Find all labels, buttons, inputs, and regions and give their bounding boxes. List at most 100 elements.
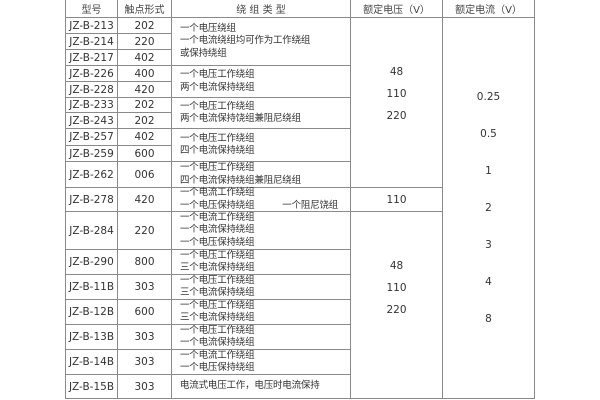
contact-cell: 420: [118, 188, 172, 212]
model-cell: JZ-B-11B: [65, 275, 118, 300]
model-number: JZ-B-226: [69, 67, 114, 80]
contact-form: 220: [134, 224, 155, 237]
model-cell: JZ-B-233: [65, 98, 118, 113]
contact-cell: 202: [118, 18, 172, 34]
contact-form: 303: [134, 356, 155, 368]
model-cell: JZ-B-12B: [65, 300, 118, 325]
model-cell: JZ-B-262: [65, 162, 118, 188]
model-number: JZ-B-11B: [68, 281, 115, 293]
model-cell: JZ-B-278: [65, 188, 118, 212]
winding-cell: 一个电压工作绕组 两个电流保持绕组: [172, 66, 351, 98]
contact-cell: 220: [118, 212, 172, 250]
contact-cell: 402: [118, 129, 172, 146]
model-number: JZ-B-12B: [68, 306, 115, 318]
header-cell: 型号: [65, 0, 118, 18]
winding-cell: 一个电压绕组 一个电流绕组均可作为工作绕组 或保持绕组: [172, 18, 351, 66]
voltage-cell: 48 110 220: [351, 18, 443, 188]
model-cell: JZ-B-15B: [65, 375, 118, 399]
model-number: JZ-B-262: [69, 168, 114, 181]
winding-line: 一个电流绕组均可作为工作绕组: [180, 35, 311, 47]
current-value: 0.5: [480, 128, 497, 140]
contact-cell: 006: [118, 162, 172, 188]
header-cell: 触点形式: [118, 0, 172, 18]
winding-line: 一个电压绕组: [180, 23, 236, 35]
contact-cell: 600: [118, 300, 172, 325]
current-value: 0.25: [476, 91, 501, 103]
contact-form: 402: [134, 131, 155, 143]
contact-cell: 220: [118, 34, 172, 50]
model-number: JZ-B-243: [69, 114, 114, 127]
voltage-value: 220: [386, 304, 407, 316]
header-label: 型号: [81, 5, 102, 16]
voltage-value: 110: [386, 88, 407, 100]
model-cell: JZ-B-213: [65, 18, 118, 34]
model-number: JZ-B-217: [69, 51, 114, 64]
winding-line: 两个电流保持饶组兼阻尼绕组: [180, 113, 301, 124]
contact-cell: 202: [118, 113, 172, 129]
winding-line: 一个电压工作绕组: [180, 132, 255, 144]
model-cell: JZ-B-228: [65, 82, 118, 98]
contact-form: 420: [134, 193, 155, 206]
winding-line: 一个电压工作绕组: [180, 69, 255, 81]
model-number: JZ-B-259: [69, 147, 114, 160]
model-number: JZ-B-214: [69, 35, 114, 48]
header-cell: 绕 组 类 型: [172, 0, 351, 18]
contact-form: 006: [134, 168, 155, 181]
current-value: 4: [485, 276, 492, 288]
winding-line: 一个电流工作绕组: [180, 349, 255, 361]
voltage-value: 48: [389, 260, 404, 272]
contact-form: 800: [134, 256, 155, 268]
model-cell: JZ-B-14B: [65, 350, 118, 375]
model-number: JZ-B-284: [69, 224, 114, 237]
winding-cell: 一个电压工作绕组 三个电流保持绕组: [172, 300, 351, 325]
winding-line: 一个电流工作绕组: [180, 187, 255, 199]
winding-line: 电流式电压工作，电压时电流保持: [180, 380, 320, 392]
contact-cell: 303: [118, 275, 172, 300]
model-number: JZ-B-290: [69, 256, 114, 268]
model-cell: JZ-B-259: [65, 146, 118, 162]
voltage-value: 110: [386, 282, 407, 294]
winding-line: 三个电流保持绕组: [180, 312, 255, 323]
header-cell: 额定电流（V）: [443, 0, 535, 18]
model-cell: JZ-B-243: [65, 113, 118, 129]
header-label: 触点形式: [124, 5, 165, 16]
contact-cell: 303: [118, 375, 172, 399]
winding-line: 一个电流工作绕组: [180, 212, 255, 224]
winding-cell: 一个电流工作绕组 一个电流保持绕组 一个电压保持绕组: [172, 212, 351, 250]
contact-form: 600: [134, 147, 155, 160]
header-cell: 额定电压（V）: [351, 0, 443, 18]
current-value: 1: [485, 165, 492, 177]
voltage-cell: 48 110 220: [351, 212, 443, 399]
header-label: 额定电流（V）: [455, 5, 522, 16]
winding-line: 三个电流保持绕组: [180, 287, 255, 298]
current-value: 2: [485, 202, 492, 214]
winding-line: 四个电流保持绕组兼阻尼绕组: [180, 174, 301, 186]
current-value: 8: [485, 313, 492, 325]
winding-line: 一个电流保持绕组: [180, 224, 255, 236]
model-number: JZ-B-257: [69, 131, 114, 143]
model-cell: JZ-B-284: [65, 212, 118, 250]
header-label: 绕 组 类 型: [236, 5, 286, 16]
model-number: JZ-B-233: [69, 99, 114, 111]
model-cell: JZ-B-226: [65, 66, 118, 82]
winding-line: 一个电压工作绕组: [180, 100, 255, 112]
model-cell: JZ-B-257: [65, 129, 118, 146]
contact-cell: 400: [118, 66, 172, 82]
contact-cell: 402: [118, 50, 172, 66]
contact-form: 420: [134, 83, 155, 96]
contact-form: 202: [134, 99, 155, 111]
model-number: JZ-B-15B: [68, 380, 115, 393]
contact-form: 303: [134, 380, 155, 393]
winding-cell: 一个电压工作绕组 两个电流保持饶组兼阻尼绕组: [172, 98, 351, 129]
contact-form: 402: [134, 51, 155, 64]
voltage-value: 220: [386, 110, 407, 122]
winding-line: 一个电压保持绕组 一个阻尼饶组: [180, 199, 339, 211]
contact-cell: 202: [118, 98, 172, 113]
model-cell: JZ-B-290: [65, 250, 118, 275]
winding-line: 一个电压保持绕组: [180, 362, 255, 373]
winding-line: 一个电流保持绕组: [180, 337, 255, 348]
winding-cell: 一个电压工作绕组 三个电流保持绕组: [172, 275, 351, 300]
model-number: JZ-B-14B: [68, 356, 115, 368]
winding-cell: 一个电压工作绕组 三个电流保持绕组: [172, 250, 351, 275]
contact-cell: 420: [118, 82, 172, 98]
